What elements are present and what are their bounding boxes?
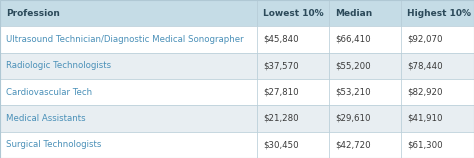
- Bar: [0, 79, 257, 105]
- Text: Surgical Technologists: Surgical Technologists: [6, 140, 101, 149]
- Text: $78,440: $78,440: [407, 61, 443, 70]
- Bar: [329, 26, 401, 53]
- Text: $45,840: $45,840: [263, 35, 299, 44]
- Bar: [329, 0, 401, 26]
- Bar: [401, 132, 474, 158]
- Text: $37,570: $37,570: [263, 61, 299, 70]
- Bar: [0, 26, 257, 53]
- Bar: [0, 0, 257, 26]
- Text: $92,070: $92,070: [407, 35, 443, 44]
- Text: Medical Assistants: Medical Assistants: [6, 114, 86, 123]
- Bar: [0, 105, 257, 132]
- Text: Radiologic Technologists: Radiologic Technologists: [6, 61, 111, 70]
- Text: $30,450: $30,450: [263, 140, 299, 149]
- Bar: [257, 53, 329, 79]
- Text: $53,210: $53,210: [335, 88, 371, 97]
- Bar: [401, 105, 474, 132]
- Text: $66,410: $66,410: [335, 35, 371, 44]
- Text: $27,810: $27,810: [263, 88, 299, 97]
- Text: Cardiovascular Tech: Cardiovascular Tech: [6, 88, 92, 97]
- Bar: [0, 53, 257, 79]
- Bar: [401, 26, 474, 53]
- Bar: [257, 0, 329, 26]
- Text: Ultrasound Technician/Diagnostic Medical Sonographer: Ultrasound Technician/Diagnostic Medical…: [6, 35, 244, 44]
- Text: Median: Median: [335, 9, 373, 18]
- Bar: [257, 26, 329, 53]
- Text: $21,280: $21,280: [263, 114, 299, 123]
- Bar: [401, 0, 474, 26]
- Text: $29,610: $29,610: [335, 114, 371, 123]
- Text: Profession: Profession: [6, 9, 60, 18]
- Bar: [257, 105, 329, 132]
- Text: Highest 10%: Highest 10%: [407, 9, 471, 18]
- Bar: [329, 79, 401, 105]
- Text: Lowest 10%: Lowest 10%: [263, 9, 324, 18]
- Text: $61,300: $61,300: [407, 140, 443, 149]
- Text: $42,720: $42,720: [335, 140, 371, 149]
- Bar: [329, 105, 401, 132]
- Text: $41,910: $41,910: [407, 114, 443, 123]
- Bar: [257, 79, 329, 105]
- Bar: [401, 53, 474, 79]
- Text: $55,200: $55,200: [335, 61, 371, 70]
- Bar: [401, 79, 474, 105]
- Bar: [0, 132, 257, 158]
- Bar: [329, 132, 401, 158]
- Bar: [257, 132, 329, 158]
- Bar: [329, 53, 401, 79]
- Text: $82,920: $82,920: [407, 88, 443, 97]
